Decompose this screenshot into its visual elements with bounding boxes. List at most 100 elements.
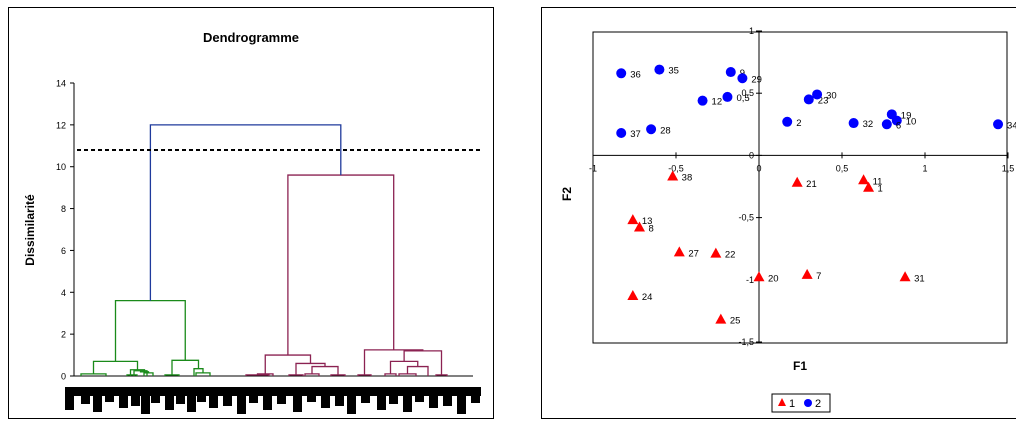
chart-title: Dendrogramme [203,30,299,45]
legend-marker-triangle [778,398,786,406]
data-point-label: 38 [682,173,693,184]
leaf-label-mark [471,396,480,403]
legend-box [771,393,831,413]
leaf-label-mark [249,396,258,403]
data-point-label: 31 [914,273,925,284]
leaf-label-mark [81,396,90,404]
data-point-triangle [801,268,813,279]
dendrogram-link [403,350,443,375]
leaf-label-mark [335,396,344,406]
data-point-circle [646,124,657,135]
data-point-label: 34 [1007,120,1016,131]
legend-label: 1 [789,398,795,410]
data-point-label: 27 [688,248,699,259]
data-point-circle [881,119,892,130]
y-axis: 0 2 4 6 8 10 12 14 [56,79,473,382]
y-tick-label: -1,5 [738,337,754,347]
data-point-triangle [627,214,639,225]
leaf-label-mark [443,396,452,406]
data-point-triangle [633,221,645,232]
legend-marker-circle [804,399,812,407]
leaf-labels-block [65,387,481,396]
data-point-triangle [715,313,727,324]
data-point-triangle [791,176,803,187]
data-point-label: 23 [818,95,829,106]
y-axis-label: F2 [560,187,574,201]
y-tick-label: 14 [56,79,66,89]
x-tick-label: 1,5 [1002,163,1015,173]
dendrogram-link [389,360,419,374]
data-point-label: 37 [630,129,641,140]
dendrogram-link [264,354,312,374]
x-tick-label: 0 [756,163,761,173]
leaf-label-mark [93,396,102,412]
leaf-label-mark [263,396,272,410]
data-point-label: 1 [878,184,883,195]
data-point-label: 28 [660,125,671,136]
leaf-label-mark [403,396,412,412]
data-point-label: 36 [630,69,641,80]
data-point-circle [697,95,708,106]
y-tick-label: 2 [61,330,66,340]
data-point-triangle [710,247,722,258]
dendrogram-link [406,365,429,376]
leaf-label-mark [65,396,74,410]
leaf-label-mark [307,396,316,402]
data-point-circle [616,68,627,79]
dendrogram-link [126,374,138,376]
data-point-label: 30 [826,90,837,101]
x-tick-label: -0,5 [668,163,684,173]
leaf-label-mark [105,396,114,402]
data-point-circle [848,118,859,129]
data-point-circle [993,119,1004,130]
data-point-triangle [863,181,875,192]
data-point-triangle [899,271,911,282]
dendrogram-chart: Dendrogramme Dissimilarité 0 2 4 6 8 10 12 14 [23,30,483,414]
y-axis-label: Dissimilarité [23,194,37,266]
data-point-label: 22 [725,250,736,261]
dendrogram-link [363,349,424,375]
leaf-label-mark [165,396,174,410]
y-tick-label: -1 [746,275,754,285]
data-point-label: 24 [642,292,653,303]
data-point-label: 10 [906,117,917,128]
y-tick-label: 10 [56,162,66,172]
data-point-triangle [673,246,685,257]
y-tick-label: 8 [61,204,66,214]
dendrogram-link [114,300,186,362]
data-point-label: 2 [796,118,801,129]
data-point-circle [737,73,748,84]
leaf-label-mark [187,396,196,412]
x-axis-label: F1 [793,359,807,373]
data-point-circle [722,91,733,102]
data-point-label: 19 [901,110,912,121]
data-point-label: 21 [806,179,817,190]
data-point-label: 13 [642,216,653,227]
leaf-label-mark [457,396,466,414]
dendrogram-leaf-bar [65,387,481,414]
x-tick-label: -1 [589,163,597,173]
leaf-label-mark [119,396,128,408]
data-point-label: 25 [730,316,741,327]
scatter-panel: -1 -0,5 0 0,5 1 1,5 1 0,5 0 -0,5 -1 -1,5 38 21 11 1 13 8… [541,7,1016,419]
leaf-label-mark [429,396,438,408]
leaf-label-mark [377,396,386,410]
leaf-label-mark [141,396,150,414]
y-tick-label: -0,5 [738,213,754,223]
data-point-label: 35 [668,66,679,77]
data-point-triangle [753,271,765,282]
data-point-label: 7 [816,271,821,282]
y-tick-label: 1 [749,26,754,36]
data-point-triangle [667,170,679,181]
leaf-label-mark [197,396,206,402]
data-point-circle [616,128,627,139]
y-tick-label: 12 [56,120,66,130]
data-point-circle [812,89,823,100]
x-tick-label: 0,5 [836,163,849,173]
data-point-circle [782,116,793,127]
plot-area [592,31,1008,344]
leaf-label-mark [293,396,302,412]
leaf-label-mark [131,396,140,406]
leaf-label-mark [223,396,232,406]
